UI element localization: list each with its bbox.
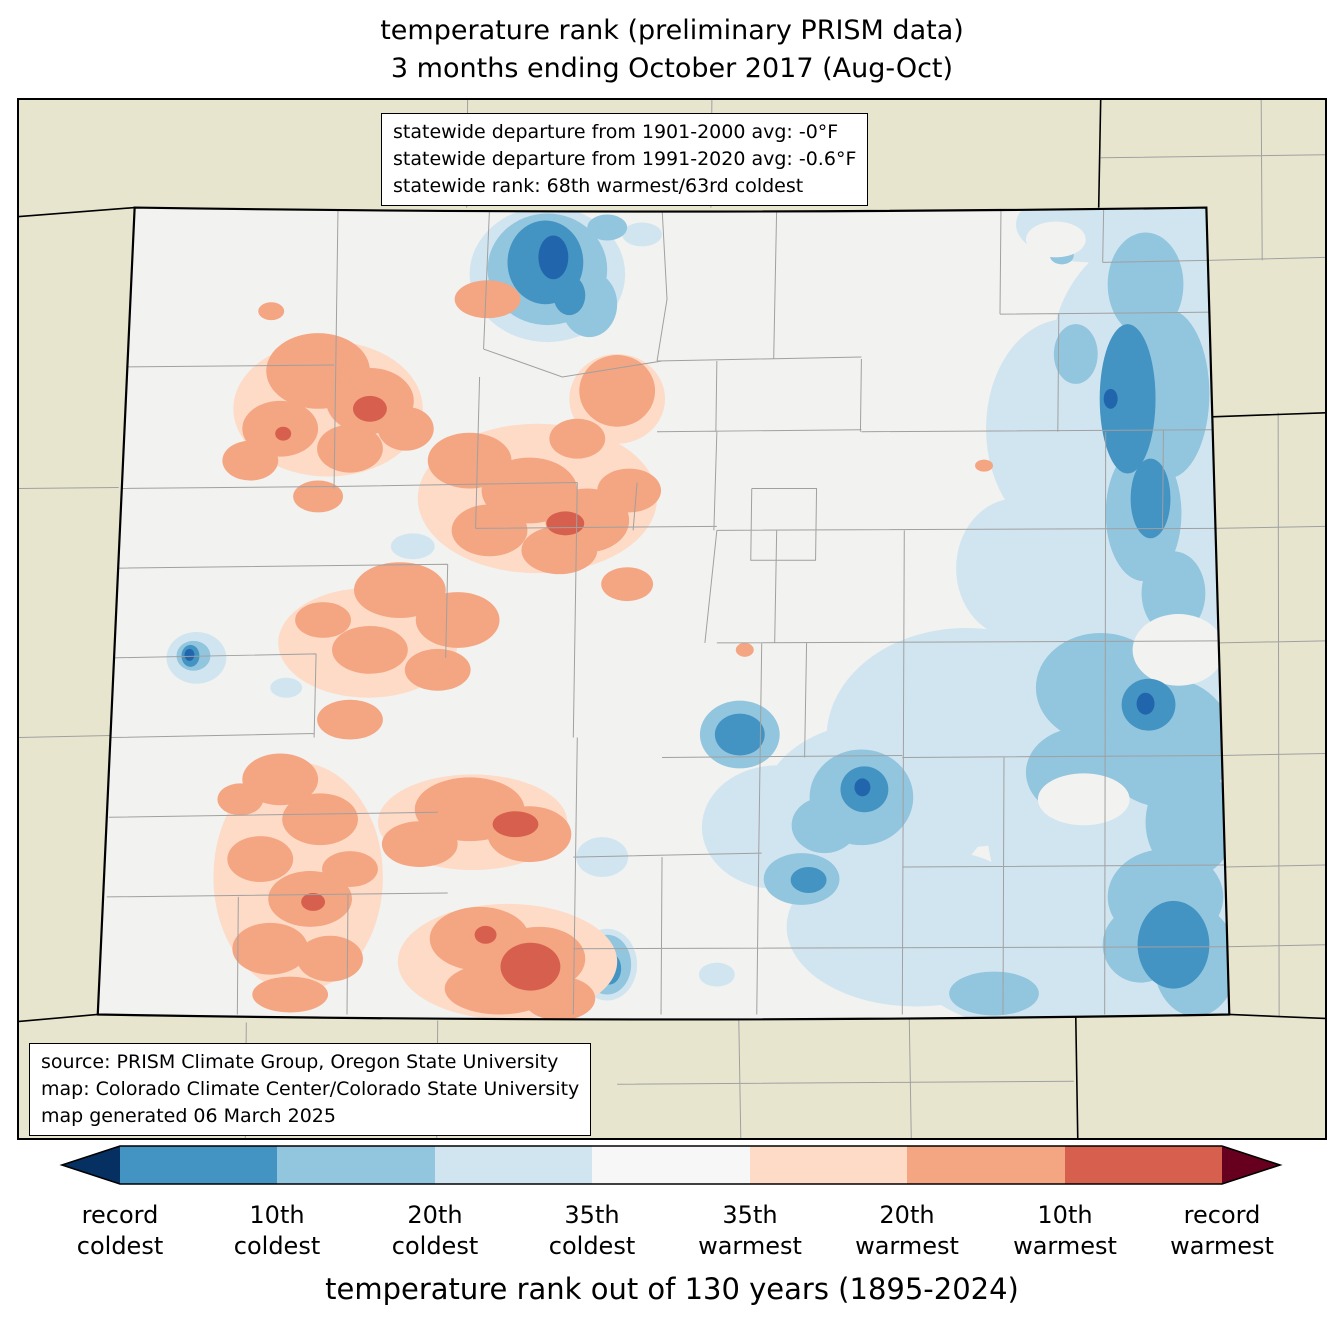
colorbar-right-arrow	[1222, 1146, 1280, 1184]
neutral-holes	[1025, 221, 1225, 826]
colorbar-left-arrow	[62, 1146, 120, 1184]
warm-strong-regions	[275, 395, 585, 991]
source-box: source: PRISM Climate Group, Oregon Stat…	[29, 1043, 592, 1136]
map-frame: statewide departure from 1901-2000 avg: …	[17, 98, 1327, 1140]
tick-label-20th-coldest: 20th coldest	[391, 1201, 479, 1260]
title-line-1: temperature rank (preliminary PRISM data…	[380, 15, 964, 46]
colorbar-segment-6	[907, 1146, 1065, 1184]
tick-label-record-coldest: record coldest	[76, 1201, 164, 1260]
tick-label-20th-warmest: 20th warmest	[855, 1201, 959, 1260]
stats-line-1: statewide departure from 1901-2000 avg: …	[393, 121, 839, 143]
cool-strong-regions	[184, 235, 1155, 797]
source-line-2: map: Colorado Climate Center/Colorado St…	[41, 1078, 580, 1100]
colorbar-segment-7	[1065, 1146, 1222, 1184]
neighbor-state-lines	[19, 100, 1325, 1138]
tick-label-35th-coldest: 35th coldest	[548, 1201, 636, 1260]
colorbar-segment-2	[277, 1146, 435, 1184]
tick-label-35th-warmest: 35th warmest	[698, 1201, 802, 1260]
rank-shading	[106, 207, 1230, 1020]
stats-line-2: statewide departure from 1991-2020 avg: …	[393, 148, 857, 170]
tick-label-10th-coldest: 10th coldest	[233, 1201, 321, 1260]
state-border	[96, 206, 1231, 1021]
tick-label-10th-warmest: 10th warmest	[1013, 1201, 1117, 1260]
colorbar-outline	[59, 1145, 1283, 1185]
colorbar-axis-label: temperature rank out of 130 years (1895-…	[325, 1272, 1019, 1306]
page-title: temperature rank (preliminary PRISM data…	[0, 12, 1344, 88]
stats-box: statewide departure from 1901-2000 avg: …	[381, 113, 869, 206]
colorbar-segment-4	[592, 1146, 750, 1184]
colorbar-segment-1	[120, 1146, 277, 1184]
source-line-3: map generated 06 March 2025	[41, 1105, 336, 1127]
colorbar-segment-5	[750, 1146, 907, 1184]
colorbar-segment-3	[435, 1146, 592, 1184]
tick-label-record-warmest: record warmest	[1170, 1201, 1274, 1260]
colorbar	[59, 1145, 1283, 1185]
title-line-2: 3 months ending October 2017 (Aug-Oct)	[390, 53, 954, 84]
colorado-map	[19, 100, 1325, 1138]
county-lines	[106, 207, 1227, 1015]
stats-line-3: statewide rank: 68th warmest/63rd coldes…	[393, 175, 804, 197]
source-line-1: source: PRISM Climate Group, Oregon Stat…	[41, 1051, 559, 1073]
